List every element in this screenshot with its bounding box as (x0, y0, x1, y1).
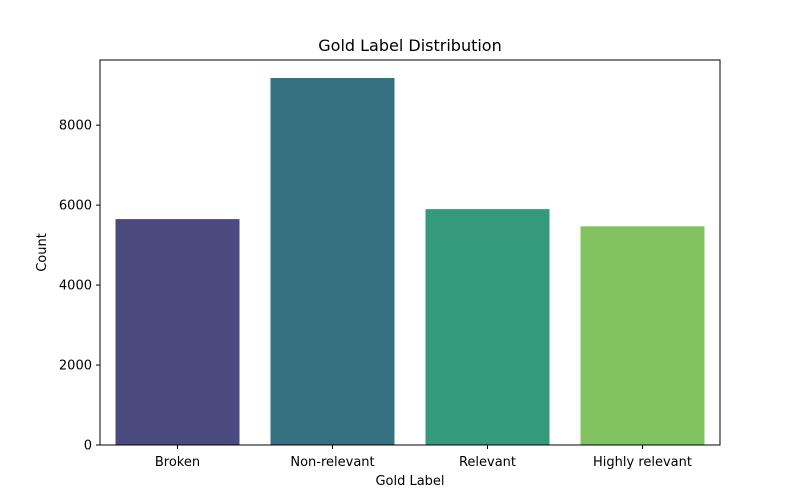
x-axis-ticks: Broken Non-relevant Relevant Highly relevan… (155, 445, 692, 470)
x-tick-label: Highly relevant (593, 455, 692, 470)
y-tick-label: 6000 (59, 199, 92, 214)
y-tick-label: 0 (84, 439, 92, 454)
bar-relevant (425, 209, 550, 445)
chart-title: Gold Label Distribution (318, 36, 501, 55)
x-tick-label: Broken (155, 455, 200, 470)
x-tick-label: Non-relevant (290, 455, 374, 470)
plot-frame (99, 59, 721, 446)
bars-layer (115, 77, 705, 445)
x-axis-label: Gold Label (375, 474, 444, 489)
y-axis-label: Count (35, 233, 50, 272)
bar-non-relevant (270, 77, 395, 445)
y-tick-label: 4000 (59, 279, 92, 294)
bar-highly-relevant (580, 226, 705, 445)
bar-broken (115, 219, 240, 445)
y-tick-label: 8000 (59, 119, 92, 134)
y-axis-ticks: 0 2000 4000 6000 8000 (59, 119, 100, 454)
y-tick-label: 2000 (59, 359, 92, 374)
x-tick-label: Relevant (459, 455, 516, 470)
